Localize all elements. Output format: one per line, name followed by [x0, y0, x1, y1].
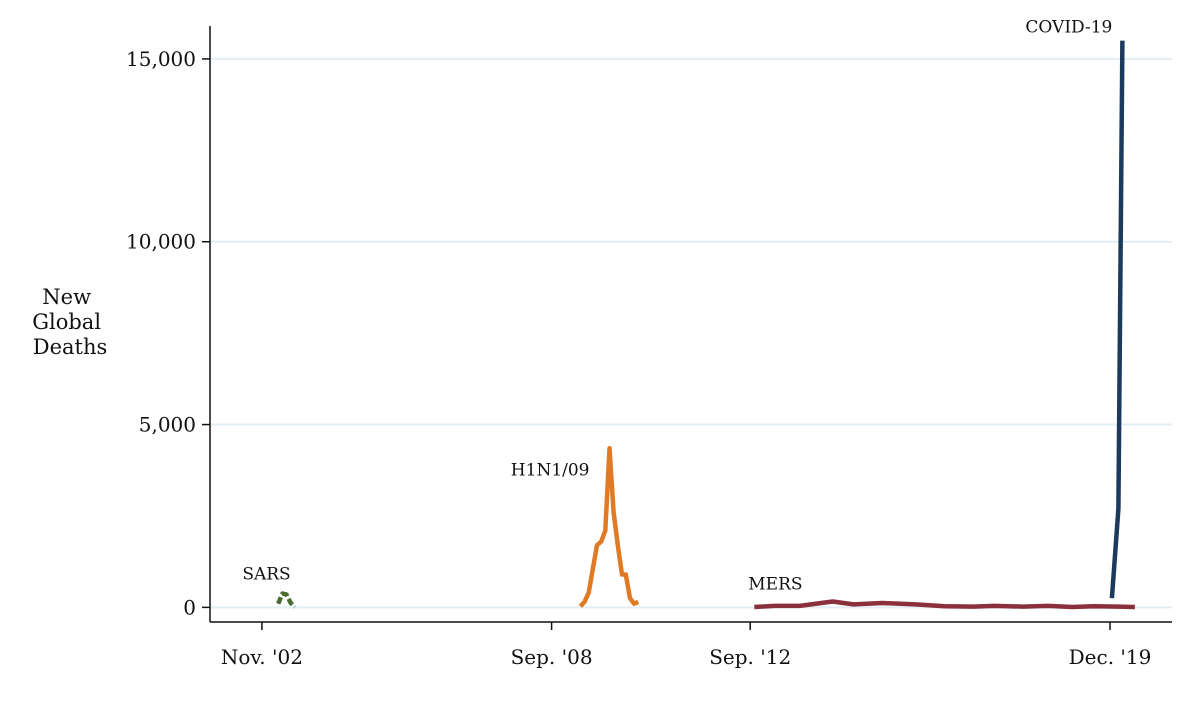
y-axis-ticks: 0 5,000 10,000 15,000 — [126, 47, 210, 619]
y-axis-title-line-3: Deaths — [33, 335, 108, 359]
series-label-sars: SARS — [242, 564, 290, 584]
x-tick-label-2: Sep. '12 — [709, 645, 791, 669]
series-label-mers: MERS — [748, 575, 802, 595]
x-tick-label-0: Nov. '02 — [221, 645, 303, 669]
series-lines — [276, 40, 1135, 610]
y-tick-label-0: 0 — [183, 595, 196, 619]
x-tick-label-1: Sep. '08 — [511, 645, 593, 669]
series-line-h1n1-09 — [578, 446, 640, 608]
series-line-covid-19 — [1109, 40, 1125, 599]
y-tick-label-1: 5,000 — [139, 413, 196, 437]
y-tick-label-2: 10,000 — [126, 230, 196, 254]
y-axis-title: New Global Deaths — [32, 285, 108, 359]
y-axis-title-line-2: Global — [32, 310, 101, 334]
gridlines — [210, 57, 1172, 609]
series-line-mers — [754, 599, 1135, 610]
y-axis-title-line-1: New — [42, 285, 91, 309]
series-label-covid-19: COVID-19 — [1025, 18, 1112, 38]
series-label-h1n1-09: H1N1/09 — [511, 460, 590, 480]
series-line-sars — [276, 591, 297, 609]
series-annotations: SARS H1N1/09 MERS COVID-19 — [242, 18, 1112, 595]
x-axis-ticks: Nov. '02 Sep. '08 Sep. '12 Dec. '19 — [221, 622, 1152, 669]
x-tick-label-3: Dec. '19 — [1069, 645, 1152, 669]
y-tick-label-3: 15,000 — [126, 47, 196, 71]
